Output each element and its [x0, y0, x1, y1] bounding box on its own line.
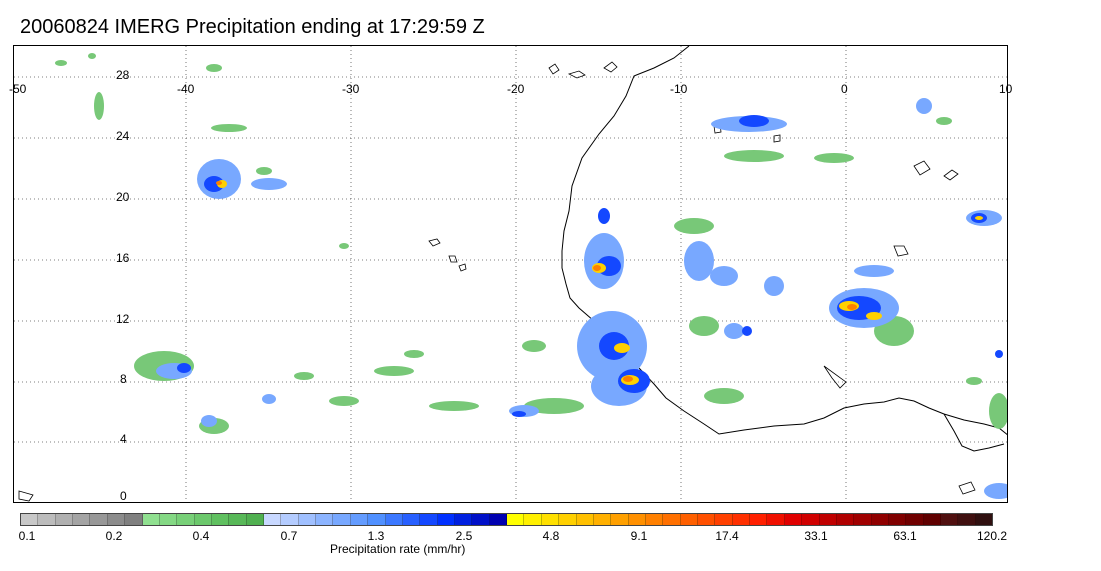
- colorbar-swatch: [628, 514, 646, 525]
- colorbar-swatch: [281, 514, 299, 525]
- colorbar-swatch: [663, 514, 681, 525]
- colorbar-swatch: [715, 514, 733, 525]
- lat-label-20: 20: [116, 190, 130, 204]
- gulf-of-guinea-coast: [943, 413, 1005, 452]
- lon-label-0: 0: [841, 82, 848, 96]
- colorbar-swatch: [767, 514, 785, 525]
- colorbar-tick: 2.5: [455, 529, 473, 543]
- lat-label-8: 8: [120, 372, 127, 386]
- colorbar-swatch: [316, 514, 334, 525]
- colorbar-tick: 0.4: [192, 529, 210, 543]
- colorbar-swatch: [576, 514, 594, 525]
- colorbar-tick: 63.1: [893, 529, 917, 543]
- colorbar-swatch: [402, 514, 421, 525]
- colorbar-swatch: [645, 514, 664, 525]
- colorbar-swatch: [507, 514, 525, 525]
- colorbar-swatch: [802, 514, 820, 525]
- colorbar-swatch: [437, 514, 455, 525]
- colorbar-swatch: [732, 514, 751, 525]
- map-title: 20060824 IMERG Precipitation ending at 1…: [20, 16, 485, 38]
- colorbar-swatch: [55, 514, 74, 525]
- colorbar-swatch: [472, 514, 490, 525]
- lon-label-minus40: -40: [177, 82, 195, 96]
- colorbar-swatch: [454, 514, 473, 525]
- colorbar-swatch: [871, 514, 889, 525]
- colorbar-swatch: [941, 514, 959, 525]
- precip-light: [55, 53, 1007, 434]
- colorbar-swatch: [298, 514, 317, 525]
- colorbar-tick: 120.2: [976, 529, 1008, 543]
- colorbar-tick: 0.1: [18, 529, 36, 543]
- colorbar-swatch: [680, 514, 699, 525]
- precipitation-colorbar: [20, 513, 993, 526]
- colorbar-swatch: [264, 514, 282, 525]
- lon-label-minus20: -20: [507, 82, 525, 96]
- colorbar-swatch: [90, 514, 108, 525]
- colorbar-swatch: [541, 514, 560, 525]
- colorbar-swatch: [836, 514, 855, 525]
- map-canvas: [14, 46, 1007, 502]
- colorbar-swatch: [559, 514, 577, 525]
- precipitation-map: [13, 45, 1008, 503]
- lat-label-0: 0: [120, 489, 127, 503]
- lon-label-minus10: -10: [670, 82, 688, 96]
- lat-label-16: 16: [116, 251, 130, 265]
- colorbar-tick: 17.4: [715, 529, 739, 543]
- colorbar-swatch: [888, 514, 907, 525]
- colorbar-swatch: [38, 514, 56, 525]
- colorbar-tick: 4.8: [542, 529, 560, 543]
- colorbar-swatch: [524, 514, 542, 525]
- graticule: [14, 46, 1007, 502]
- colorbar-swatch: [177, 514, 195, 525]
- colorbar-swatch: [194, 514, 212, 525]
- colorbar-swatch: [975, 514, 993, 525]
- colorbar-swatch: [420, 514, 438, 525]
- colorbar-swatch: [854, 514, 872, 525]
- colorbar-tick: 0.7: [280, 529, 298, 543]
- precip-extreme: [216, 181, 857, 382]
- colorbar-tick: 1.3: [367, 529, 385, 543]
- colorbar-swatch: [159, 514, 178, 525]
- colorbar-tick: 33.1: [804, 529, 828, 543]
- colorbar-swatch: [229, 514, 247, 525]
- lat-label-24: 24: [116, 129, 130, 143]
- colorbar-swatch: [593, 514, 612, 525]
- colorbar-swatch: [142, 514, 160, 525]
- colorbar-swatch: [246, 514, 265, 525]
- lon-label-minus30: -30: [342, 82, 360, 96]
- lat-label-4: 4: [120, 432, 127, 446]
- lon-label-minus50: -50: [9, 82, 27, 96]
- colorbar-swatch: [333, 514, 351, 525]
- lon-label-10: 10: [999, 82, 1013, 96]
- colorbar-tick: 0.2: [105, 529, 123, 543]
- colorbar-swatch: [784, 514, 803, 525]
- colorbar-swatch: [819, 514, 837, 525]
- colorbar-swatch: [350, 514, 369, 525]
- colorbar-swatch: [958, 514, 976, 525]
- colorbar-swatch: [73, 514, 91, 525]
- colorbar-swatch: [611, 514, 629, 525]
- colorbar-swatch: [107, 514, 126, 525]
- colorbar-label: Precipitation rate (mm/hr): [330, 542, 466, 556]
- colorbar-swatch: [698, 514, 716, 525]
- colorbar-swatch: [750, 514, 768, 525]
- colorbar-swatch: [125, 514, 143, 525]
- colorbar-swatch: [21, 514, 39, 525]
- lat-label-12: 12: [116, 312, 130, 326]
- colorbar-swatch: [906, 514, 924, 525]
- colorbar-swatch: [923, 514, 942, 525]
- colorbar-tick: 9.1: [630, 529, 648, 543]
- inland-water: [18, 61, 976, 502]
- colorbar-swatch: [385, 514, 403, 525]
- colorbar-swatch: [489, 514, 508, 525]
- colorbar-swatch: [368, 514, 386, 525]
- colorbar-swatch: [211, 514, 230, 525]
- lat-label-28: 28: [116, 68, 130, 82]
